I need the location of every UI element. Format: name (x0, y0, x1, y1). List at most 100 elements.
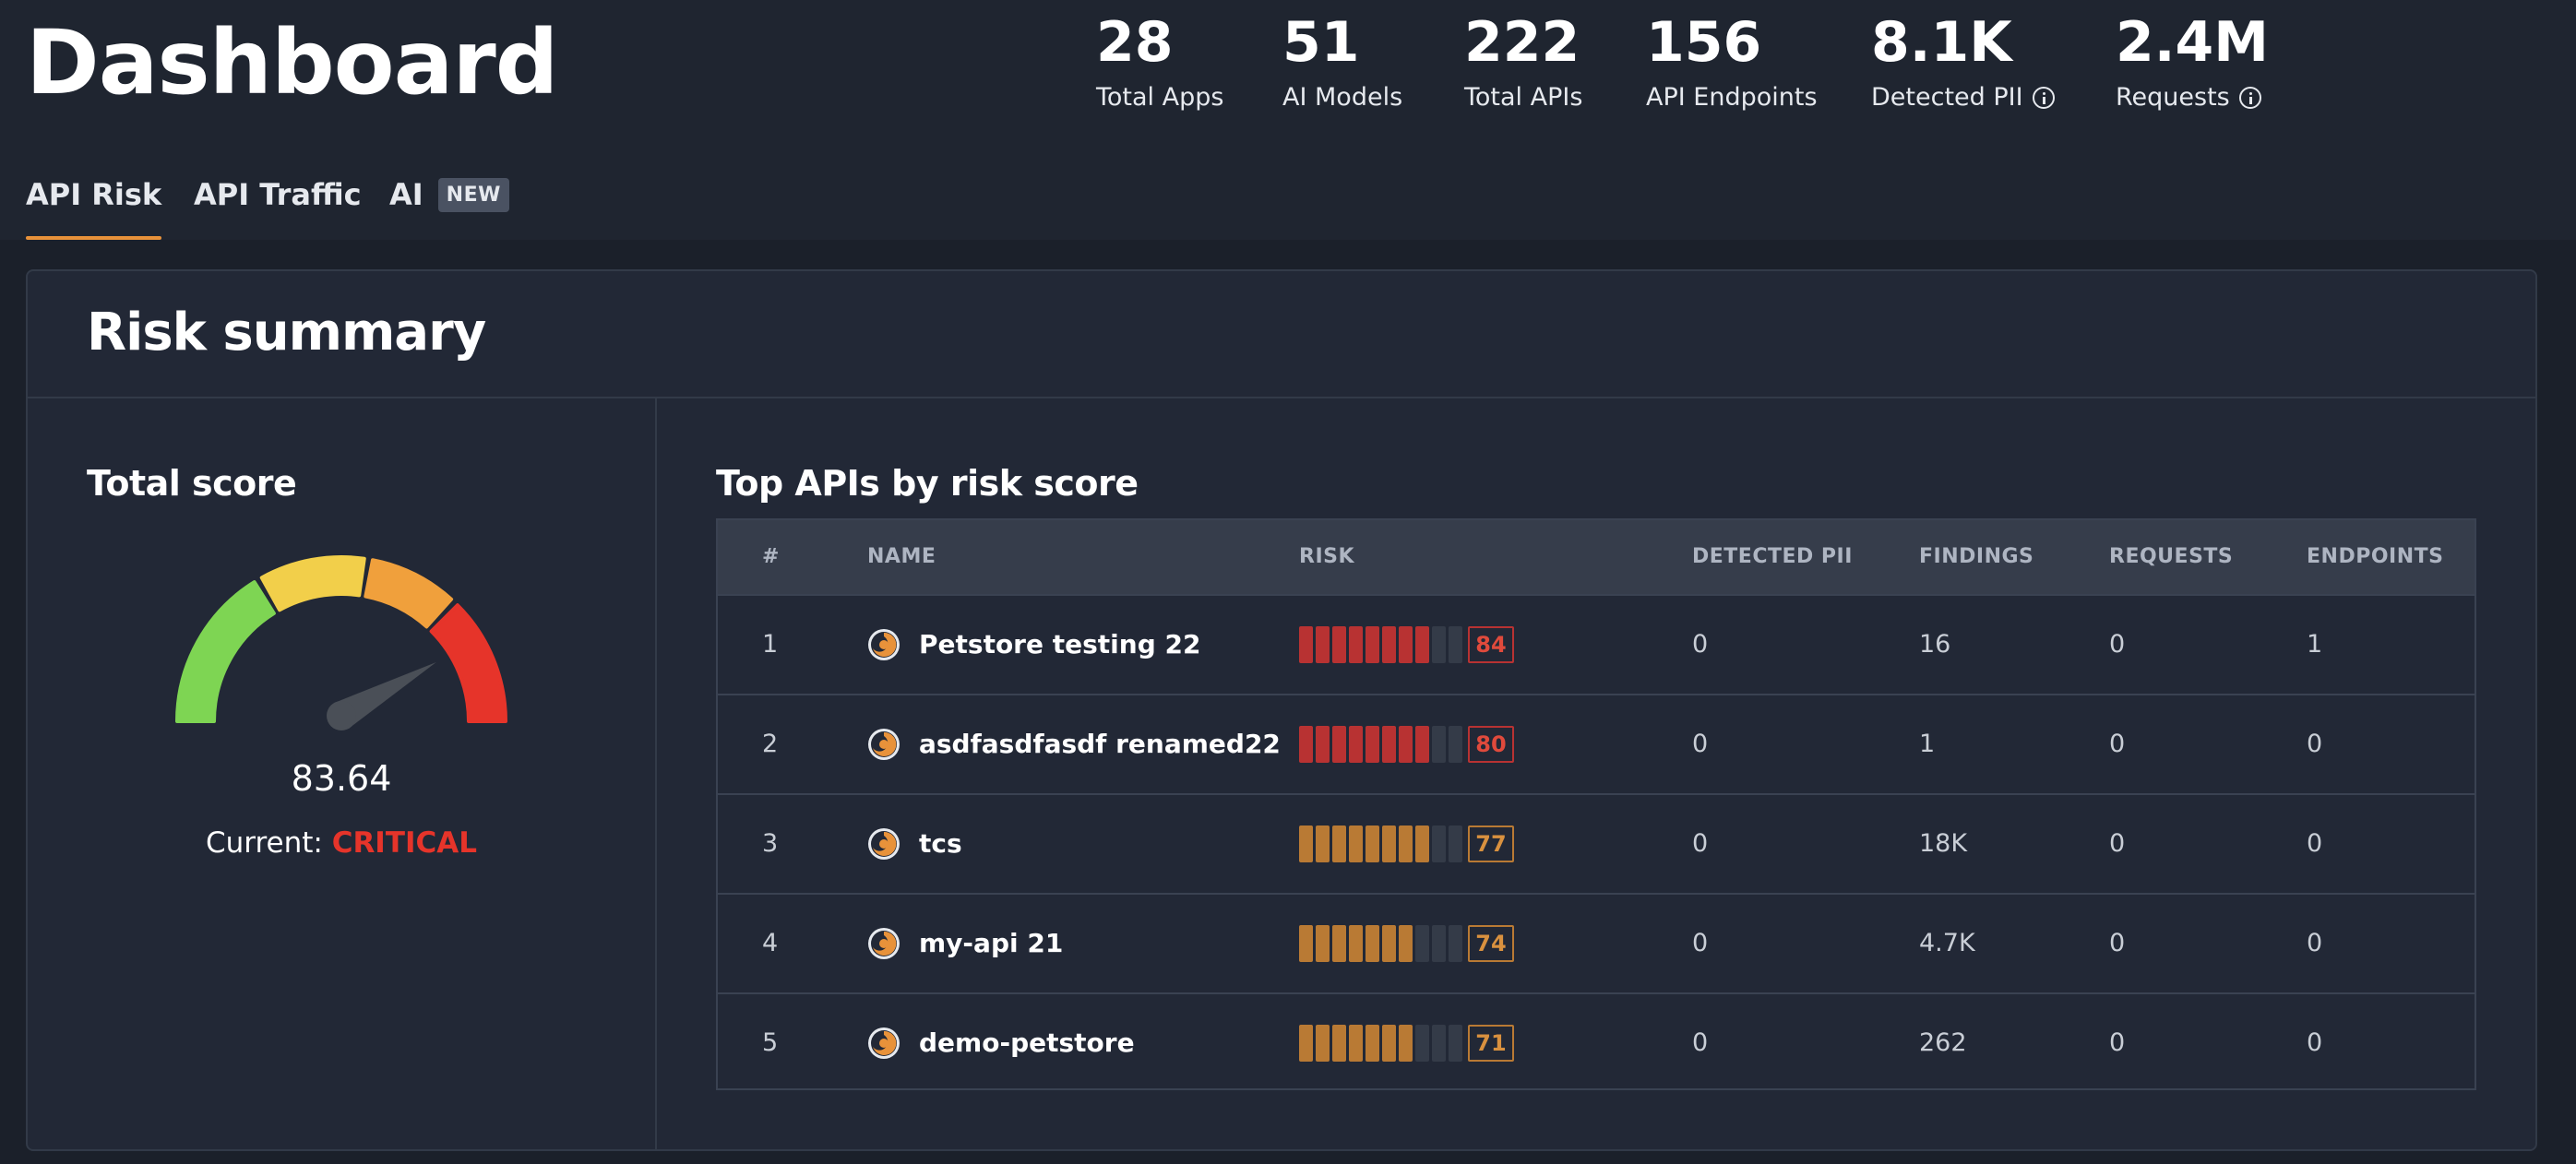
api-name[interactable]: asdfasdfasdf renamed22 (919, 729, 1281, 759)
table-row[interactable]: 5 demo-petstore 71 0 262 0 0 (718, 992, 2475, 1092)
risk-cell: 77 (1299, 795, 1514, 893)
risk-bar-segment (1366, 925, 1379, 962)
tab-ai[interactable]: AI NEW (389, 177, 509, 212)
api-name[interactable]: my-api 21 (919, 928, 1064, 958)
risk-bar-segment (1449, 626, 1462, 663)
risk-bar-segment (1349, 825, 1363, 862)
risk-score: 71 (1468, 1025, 1514, 1062)
gauge-segment-critical (429, 603, 507, 723)
info-icon[interactable] (2238, 87, 2261, 109)
risk-bar-segment (1399, 726, 1413, 763)
name-cell[interactable]: Petstore testing 22 (867, 596, 1200, 694)
risk-bar-segment (1399, 626, 1413, 663)
risk-bar-segment (1332, 726, 1346, 763)
gauge-arcs (175, 555, 507, 723)
stat-detected-pii: 8.1K Detected PII (1871, 6, 2055, 116)
column-header-name[interactable]: NAME (867, 545, 936, 568)
risk-bar-segment (1316, 726, 1330, 763)
tab-api-risk[interactable]: API Risk (26, 177, 162, 240)
risk-bar-segment (1349, 726, 1363, 763)
risk-bar-segment (1382, 626, 1396, 663)
table-row[interactable]: 1 Petstore testing 22 84 0 16 0 1 (718, 594, 2475, 694)
risk-bar-segment (1316, 925, 1330, 962)
name-cell[interactable]: tcs (867, 795, 962, 893)
table-row[interactable]: 4 my-api 21 74 0 4.7K 0 0 (718, 893, 2475, 992)
api-name[interactable]: tcs (919, 828, 962, 859)
risk-bar-segment (1349, 626, 1363, 663)
tab-label: API Traffic (194, 177, 362, 212)
endpoints-cell: 0 (2307, 929, 2323, 957)
api-logo-icon (868, 729, 900, 760)
findings-cell: 4.7K (1919, 929, 1975, 957)
name-cell[interactable]: demo-petstore (867, 994, 1135, 1092)
risk-bar-segment (1399, 825, 1413, 862)
risk-bar-segment (1366, 726, 1379, 763)
findings-cell: 1 (1919, 730, 1936, 758)
requests-cell: 0 (2109, 929, 2126, 957)
risk-score: 77 (1468, 825, 1514, 862)
stat-label-text: Total APIs (1464, 83, 1583, 112)
stat-value: 156 (1646, 10, 1762, 75)
risk-bar-segment (1316, 825, 1330, 862)
endpoints-cell: 0 (2307, 1028, 2323, 1057)
pii-cell: 0 (1692, 929, 1709, 957)
risk-bar-segment (1332, 1025, 1346, 1062)
endpoints-cell: 0 (2307, 829, 2323, 858)
findings-cell: 18K (1919, 829, 1968, 858)
risk-bar (1299, 726, 1462, 763)
tab-label: AI (389, 177, 423, 212)
table-row[interactable]: 3 tcs 77 0 18K 0 0 (718, 793, 2475, 893)
stat-label-text: Requests (2116, 83, 2230, 112)
risk-bar-segment (1299, 825, 1313, 862)
risk-bar-segment (1366, 626, 1379, 663)
top-apis-title: Top APIs by risk score (716, 463, 1139, 504)
risk-bar-segment (1415, 825, 1429, 862)
table-row[interactable]: 2 asdfasdfasdf renamed22 80 0 1 0 0 (718, 694, 2475, 793)
stat-value: 2.4M (2116, 10, 2269, 75)
panel-title: Risk summary (87, 303, 486, 362)
column-header-findings[interactable]: FINDINGS (1919, 545, 2034, 568)
risk-bar-segment (1299, 1025, 1313, 1062)
tab-api-traffic[interactable]: API Traffic (194, 177, 362, 212)
endpoints-cell: 1 (2307, 630, 2323, 659)
name-cell[interactable]: my-api 21 (867, 895, 1063, 992)
risk-score: 80 (1468, 726, 1514, 763)
risk-bar-segment (1449, 825, 1462, 862)
gauge-segment-low (175, 580, 276, 723)
api-name[interactable]: Petstore testing 22 (919, 629, 1201, 659)
column-header-endpoints[interactable]: ENDPOINTS (2307, 545, 2444, 568)
rank-cell: 3 (762, 829, 779, 858)
rank-cell: 2 (762, 730, 779, 758)
current-level: Current: CRITICAL (28, 826, 655, 860)
column-header-risk[interactable]: RISK (1299, 545, 1355, 568)
gauge-needle-hub (327, 701, 356, 730)
rank-cell: 1 (762, 630, 779, 659)
risk-bar-segment (1316, 1025, 1330, 1062)
risk-cell: 84 (1299, 596, 1514, 694)
column-header-detected-pii[interactable]: DETECTED PII (1692, 545, 1853, 568)
gauge-segment-high (364, 558, 454, 629)
api-name[interactable]: demo-petstore (919, 1027, 1135, 1058)
risk-bar-segment (1382, 726, 1396, 763)
risk-bar-segment (1449, 925, 1462, 962)
risk-bar-segment (1299, 626, 1313, 663)
column-header-requests[interactable]: REQUESTS (2109, 545, 2234, 568)
tab-label: API Risk (26, 177, 162, 212)
name-cell[interactable]: asdfasdfasdf renamed22 (867, 695, 1281, 793)
pii-cell: 0 (1692, 1028, 1709, 1057)
risk-bar (1299, 626, 1462, 663)
risk-bar-segment (1366, 825, 1379, 862)
pii-cell: 0 (1692, 829, 1709, 858)
info-icon[interactable] (2032, 87, 2055, 109)
api-logo-icon (868, 629, 900, 660)
findings-cell: 16 (1919, 630, 1951, 659)
risk-bar-segment (1399, 925, 1413, 962)
requests-cell: 0 (2109, 1028, 2126, 1057)
new-badge: NEW (437, 177, 509, 212)
findings-cell: 262 (1919, 1028, 1967, 1057)
risk-bar-segment (1432, 626, 1446, 663)
risk-bar-segment (1299, 726, 1313, 763)
requests-cell: 0 (2109, 730, 2126, 758)
gauge-segment-moderate (259, 555, 366, 612)
risk-bar-segment (1449, 1025, 1462, 1062)
